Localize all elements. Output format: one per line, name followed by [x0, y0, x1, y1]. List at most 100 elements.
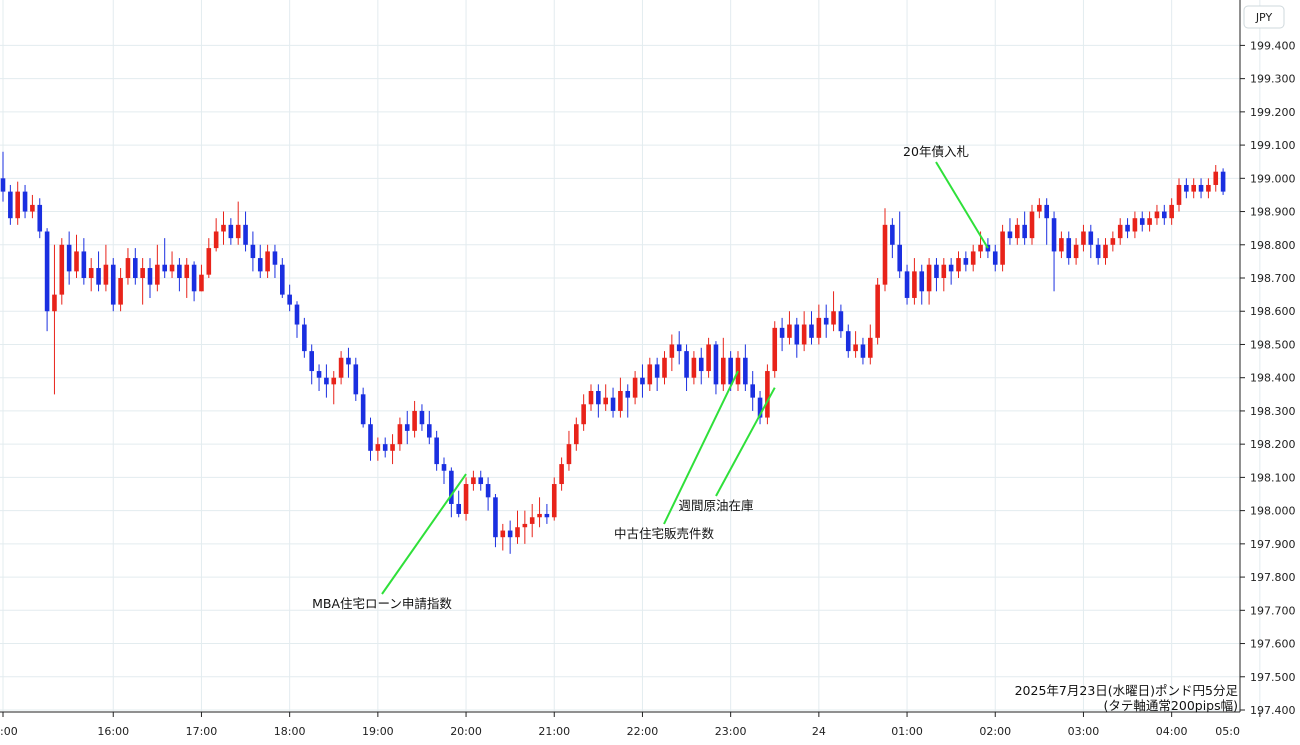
candle-body — [235, 224, 241, 239]
candle-body — [449, 470, 454, 504]
candle — [654, 357, 660, 391]
candle-body — [963, 258, 969, 265]
candle — [162, 238, 167, 279]
candle-body — [360, 394, 366, 425]
annotation-leader-line — [663, 370, 739, 525]
candle-body — [772, 327, 778, 372]
event-annotation: 20年債入札 — [903, 144, 989, 249]
candle — [610, 387, 616, 418]
candle — [529, 503, 535, 538]
x-tick-label: 16:00 — [97, 725, 129, 738]
candle-body — [177, 264, 182, 279]
candle-body — [1220, 171, 1226, 192]
candles — [0, 151, 1226, 554]
candle-body — [8, 191, 13, 219]
candle-body — [382, 444, 388, 451]
candle-body — [809, 324, 814, 338]
candle — [397, 417, 403, 451]
candle-body — [912, 271, 917, 298]
candle — [74, 234, 79, 279]
x-tick-label: :00 — [0, 725, 18, 738]
candle-body — [66, 244, 72, 272]
candle-body — [294, 304, 300, 325]
candle — [684, 344, 689, 391]
candle — [360, 387, 366, 428]
y-tick-label: 197.900 — [1250, 538, 1296, 551]
candle-body — [853, 344, 858, 352]
y-tick-label: 198.100 — [1250, 471, 1296, 484]
candle-body — [0, 178, 6, 192]
candle-body — [419, 410, 425, 425]
candle-body — [133, 258, 138, 279]
candle-body — [640, 377, 645, 385]
candle-body — [331, 377, 337, 385]
candle — [1132, 211, 1138, 239]
candle — [838, 304, 844, 338]
y-tick-label: 198.900 — [1250, 206, 1296, 219]
candle — [382, 437, 388, 458]
candle-body — [280, 264, 285, 295]
candle-body — [1037, 204, 1042, 212]
candle — [757, 390, 763, 425]
x-tick-label: 04:00 — [1156, 725, 1188, 738]
y-tick-label: 199.200 — [1250, 106, 1296, 119]
candle — [419, 404, 425, 431]
y-tick-label: 198.800 — [1250, 239, 1296, 252]
candle-body — [765, 371, 770, 418]
candle-body — [272, 251, 278, 265]
candle-body — [956, 258, 961, 272]
y-tick-label: 199.000 — [1250, 172, 1296, 185]
candle-body — [1059, 238, 1064, 252]
candle — [353, 357, 359, 401]
candle-body — [610, 397, 616, 411]
candle-body — [588, 390, 594, 405]
candle-body — [757, 397, 763, 418]
candle — [1081, 224, 1086, 252]
candle — [37, 198, 43, 239]
x-tick-label: 17:00 — [186, 725, 218, 738]
candle-body — [1162, 211, 1167, 219]
candle — [309, 344, 314, 385]
candle-body — [529, 517, 535, 524]
candle — [1088, 224, 1094, 259]
candle — [265, 244, 270, 279]
candle — [449, 467, 454, 518]
candle — [441, 457, 447, 485]
candle — [235, 201, 241, 245]
candle-body — [1103, 244, 1108, 259]
candle — [1066, 231, 1072, 265]
currency-box — [1243, 5, 1285, 29]
candle — [772, 321, 778, 378]
candle — [22, 184, 28, 219]
candle-body — [551, 484, 557, 518]
y-tick-label: 197.600 — [1250, 638, 1296, 651]
candle — [926, 258, 932, 305]
candle — [632, 371, 638, 405]
y-tick-label: 198.200 — [1250, 438, 1296, 451]
annotation-leader-line — [935, 161, 989, 249]
candle — [15, 181, 20, 225]
candle-body — [15, 191, 20, 219]
candle-body — [801, 324, 807, 345]
candle — [338, 351, 344, 385]
candle-body — [1154, 211, 1160, 219]
candle-body — [537, 513, 542, 518]
candle — [478, 470, 484, 491]
candle — [551, 477, 557, 521]
candle-body — [169, 264, 175, 272]
candle-body — [890, 224, 895, 245]
candle-body — [81, 251, 87, 279]
candle — [427, 410, 432, 445]
chart-title-line2: (タテ軸通常200pips幅) — [1104, 698, 1238, 713]
annotations: MBA住宅ローン申請指数 中古住宅販売件数 週間原油在庫 20年債入札 — [312, 144, 989, 611]
candle-body — [1169, 204, 1174, 219]
candle-body — [118, 278, 123, 305]
candle — [294, 301, 300, 338]
candle — [890, 218, 895, 259]
candle-body — [662, 357, 667, 378]
candle — [324, 364, 329, 398]
candle — [191, 261, 197, 302]
candle-body — [1184, 184, 1189, 192]
candle — [412, 400, 417, 438]
candle — [177, 258, 182, 292]
